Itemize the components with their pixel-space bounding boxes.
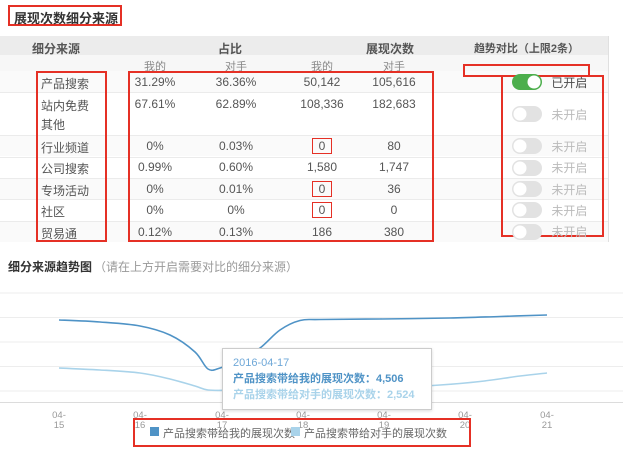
svg-text:21: 21 <box>542 420 553 431</box>
svg-text:15: 15 <box>54 420 65 431</box>
